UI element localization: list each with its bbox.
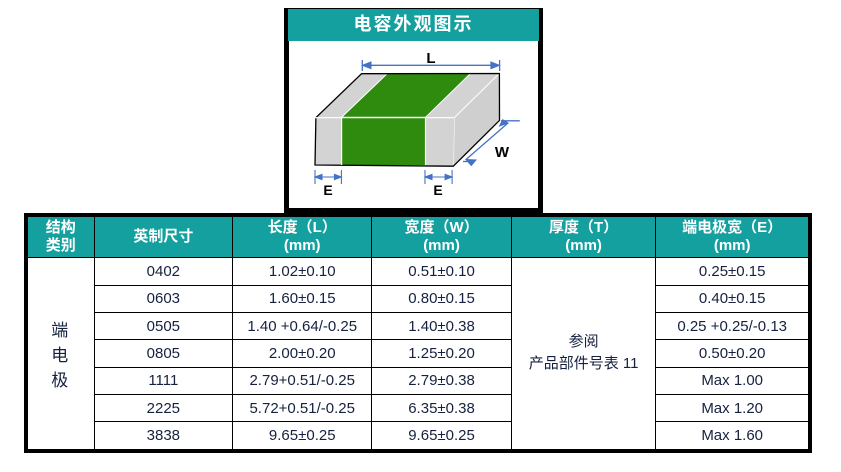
- svg-text:E: E: [323, 182, 332, 198]
- svg-text:W: W: [495, 144, 510, 161]
- svg-text:L: L: [426, 50, 435, 67]
- svg-text:E: E: [433, 182, 442, 198]
